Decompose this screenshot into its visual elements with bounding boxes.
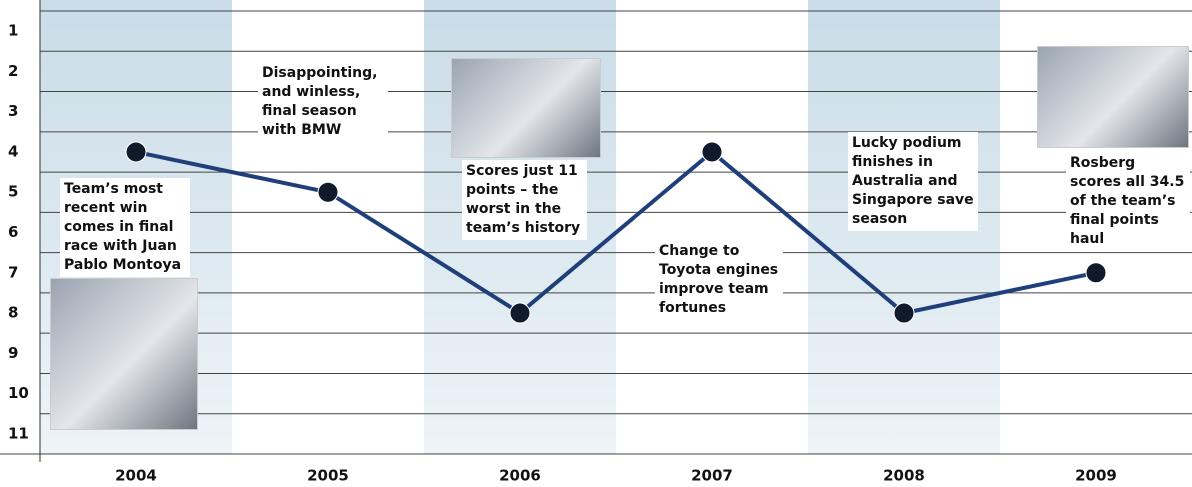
y-tick-label: 2 <box>8 62 18 80</box>
y-tick-label: 5 <box>8 183 18 201</box>
photo <box>50 278 198 430</box>
page: {"chart_data": {"type": "line", "categor… <box>0 0 1192 487</box>
x-tick-label: 2005 <box>307 467 349 485</box>
annotation: Lucky podium finishes in Australia and S… <box>848 132 978 231</box>
data-point <box>318 182 338 202</box>
data-point <box>1086 263 1106 283</box>
data-point <box>510 303 530 323</box>
x-tick-label: 2007 <box>691 467 733 485</box>
data-point <box>894 303 914 323</box>
y-tick-label: 7 <box>8 263 18 281</box>
photo <box>451 58 601 158</box>
photo <box>1037 46 1189 148</box>
data-point <box>702 142 722 162</box>
data-point <box>126 142 146 162</box>
y-tick-label: 9 <box>8 344 18 362</box>
y-tick-label: 3 <box>8 102 18 120</box>
annotation: Change to Toyota engines improve team fo… <box>655 240 783 320</box>
annotation: Disappointing, and winless, final season… <box>258 62 388 142</box>
annotation: Team’s most recent win comes in final ra… <box>60 178 190 277</box>
y-tick-label: 11 <box>8 424 29 442</box>
y-tick-label: 4 <box>8 142 18 160</box>
y-tick-label: 10 <box>8 384 29 402</box>
annotation: Rosberg scores all 34.5 of the team’s fi… <box>1066 152 1190 251</box>
x-tick-label: 2009 <box>1075 467 1117 485</box>
y-tick-label: 6 <box>8 223 18 241</box>
annotation: Scores just 11 points – the worst in the… <box>462 160 587 240</box>
y-tick-label: 8 <box>8 304 18 322</box>
x-tick-label: 2004 <box>115 467 157 485</box>
y-tick-label: 1 <box>8 22 18 40</box>
x-tick-label: 2006 <box>499 467 541 485</box>
x-tick-label: 2008 <box>883 467 925 485</box>
